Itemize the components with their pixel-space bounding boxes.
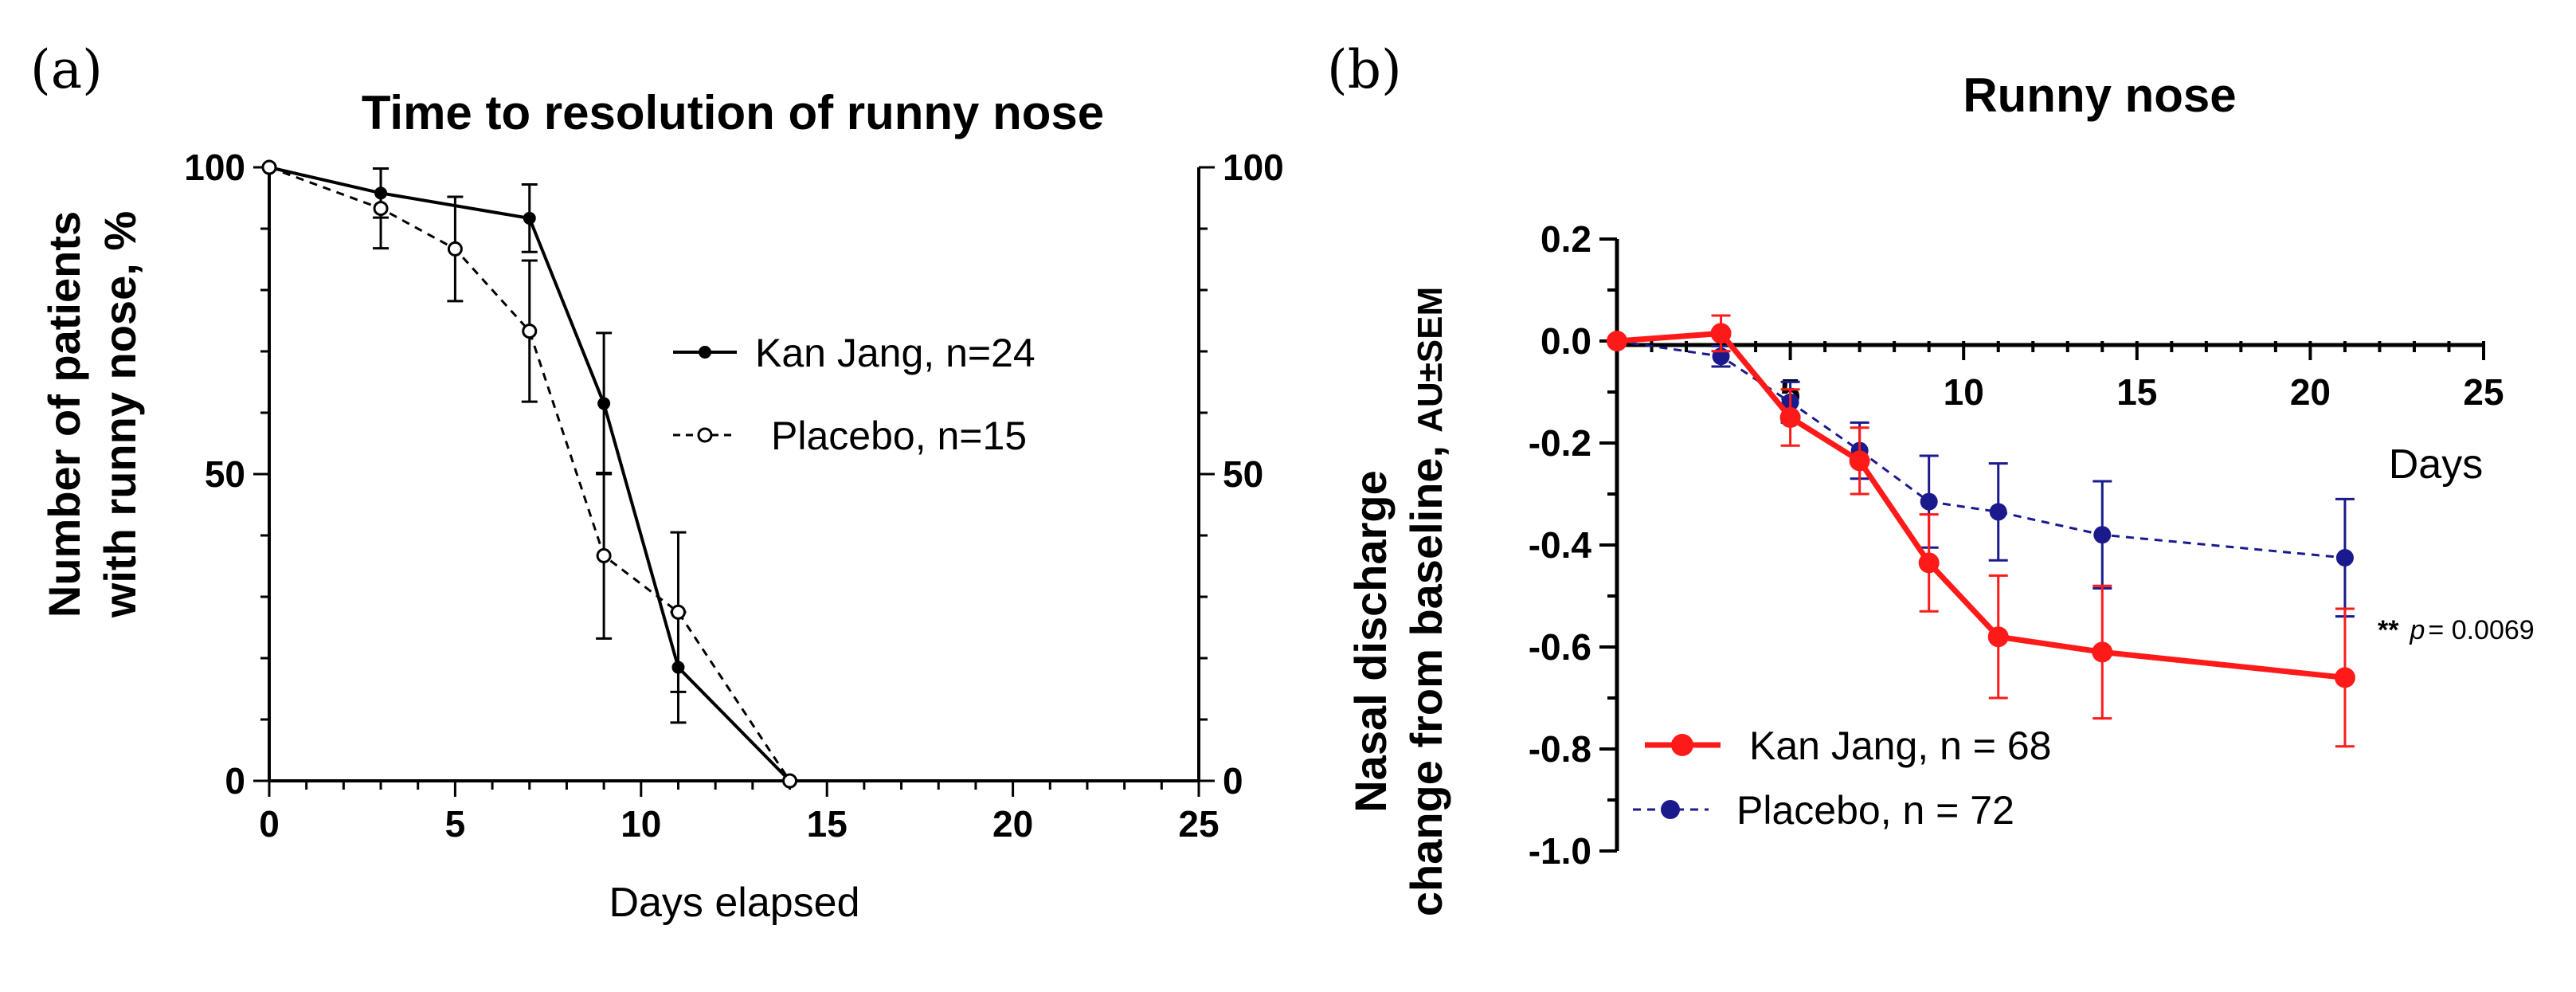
panel-b-kanjang-point [1710, 323, 1732, 344]
annotation-p: p [2409, 615, 2425, 645]
legend-a-kanjang-marker [699, 346, 711, 359]
panel-b-kanjang-point [1849, 450, 1870, 472]
panel-b-kanjang-point [1987, 626, 2009, 648]
legend-b-placebo-label: Placebo, n = 72 [1736, 788, 2014, 833]
panel-a-x-tick-label: 10 [621, 803, 661, 845]
panel-b-legend: Kan Jang, n = 68 Placebo, n = 72 [1633, 723, 2051, 833]
panel-b-y-tick-label: -0.4 [1529, 524, 1592, 566]
legend-a-kanjang-label: Kan Jang, n=24 [755, 331, 1035, 375]
panel-b-ylabel-suffix: AU±SEM [1411, 287, 1450, 433]
panel-b-placebo-point [2335, 549, 2354, 567]
annotation-value: = 0.0069 [2428, 615, 2534, 645]
panel-b-kanjang-line [1616, 330, 2346, 680]
panel-a-y-tick-label: 100 [184, 147, 245, 188]
panel-a-label: (a) [30, 39, 103, 100]
panel-b-title: Runny nose [1963, 69, 2236, 122]
panel-a-x-tick-label: 0 [259, 803, 280, 845]
annotation-stars: ** [2378, 615, 2399, 645]
legend-b-kanjang-label: Kan Jang, n = 68 [1749, 723, 2051, 768]
panel-a-kanjang-line [268, 166, 791, 782]
panel-a-x-tick-label: 15 [807, 803, 848, 845]
panel-b-chart: (b) Runny nose Nasal discharge change fr… [1327, 39, 2535, 916]
panel-a-y2-tick-label: 50 [1223, 453, 1263, 495]
panel-b-kanjang-point [1779, 407, 1801, 428]
panel-a-placebo-point [670, 604, 686, 620]
panel-b-ticks: 5 10 15 20 250.20.0-0.2-0.4-0.6-0.8-1.0 [1529, 218, 2504, 872]
panel-b-ylabel-line1: Nasal discharge [1345, 470, 1396, 813]
panel-b-x-tick-label: 10 [1944, 371, 1984, 413]
panel-b-x-tick-label: 25 [2463, 371, 2504, 413]
panel-b-placebo-point [2093, 526, 2112, 544]
panel-a-chart: (a) Time to resolution of runny nose Num… [30, 39, 1284, 926]
panel-b-y-tick-label: -0.8 [1529, 728, 1591, 770]
panel-b-label: (b) [1327, 39, 1402, 100]
panel-a-ylabel-line2: with runny nose, % [95, 211, 145, 618]
panel-b-ylabel-line2-group: change from baseline, AU±SEM [1401, 287, 1451, 916]
panel-a-placebo-line [268, 166, 791, 782]
panel-a-series [261, 159, 798, 789]
panel-b-y-tick-label: 0.2 [1541, 218, 1591, 260]
panel-b-x-tick-label: 20 [2290, 371, 2331, 413]
panel-a-y2-tick-label: 0 [1223, 760, 1243, 802]
panel-b-placebo-line [1616, 339, 2346, 559]
panel-a-y-tick-label: 50 [205, 453, 245, 495]
panel-a-placebo-point [261, 159, 277, 175]
panel-b-annotation: ** p = 0.0069 [2378, 615, 2535, 645]
panel-b-x-tick-label: 15 [2116, 371, 2157, 413]
panel-b-y-tick-label: -0.2 [1529, 422, 1591, 464]
panel-b-placebo-point [1920, 492, 1938, 511]
panel-a-placebo-point [373, 201, 389, 217]
panel-b-placebo-point [1989, 503, 2007, 521]
legend-b-kanjang-marker [1671, 734, 1693, 756]
panel-a-ylabel-line1: Number of patients [39, 211, 89, 618]
panel-b-y-tick-label: -0.6 [1529, 626, 1591, 668]
panel-b-kanjang-point [2092, 641, 2113, 663]
panel-a-xlabel: Days elapsed [609, 880, 859, 926]
panel-a-x-tick-label: 5 [445, 803, 466, 845]
legend-a-placebo-label: Placebo, n=15 [771, 414, 1027, 458]
panel-b-kanjang-point [1918, 552, 1940, 574]
panel-b-y-tick-label: 0.0 [1541, 320, 1591, 362]
panel-a-title: Time to resolution of runny nose [362, 86, 1104, 139]
legend-a-placebo-marker [697, 427, 713, 443]
panel-a-placebo-point [596, 547, 612, 563]
legend-b-placebo-marker [1661, 800, 1680, 819]
panel-b-xlabel: Days [2389, 441, 2483, 488]
panel-a-kanjang-point [597, 397, 611, 410]
panel-a-y-tick-label: 0 [225, 760, 245, 802]
panel-b-series [1607, 314, 2355, 748]
panel-a-y2-tick-label: 100 [1223, 147, 1284, 188]
panel-a-placebo-point [522, 323, 538, 339]
panel-a-x-tick-label: 20 [992, 803, 1033, 845]
panel-a-legend: Kan Jang, n=24 Placebo, n=15 [673, 331, 1035, 458]
panel-a-x-tick-label: 25 [1178, 803, 1219, 845]
panel-a-placebo-point [782, 773, 798, 789]
panel-b-ylabel-line2: change from baseline, [1401, 445, 1451, 916]
panel-a-placebo-point [447, 241, 463, 257]
panel-b-kanjang-point [1607, 331, 1627, 351]
panel-a-kanjang-point [523, 211, 536, 225]
panel-b-kanjang-point [2334, 667, 2355, 688]
panel-b-y-tick-label: -1.0 [1529, 830, 1591, 872]
